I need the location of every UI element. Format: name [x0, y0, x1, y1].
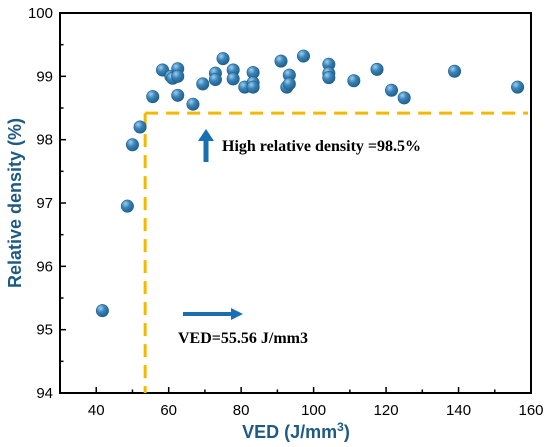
data-point: [226, 72, 240, 86]
data-point: [146, 90, 160, 104]
ved-annotation: VED=55.56 J/mm3: [178, 308, 308, 347]
y-tick-label: 99: [36, 68, 53, 85]
ved-annotation-text: VED=55.56 J/mm3: [178, 330, 308, 347]
x-tick-label: 100: [301, 402, 326, 419]
data-point: [186, 97, 200, 111]
data-point: [370, 62, 384, 76]
data-point: [282, 77, 296, 91]
data-point: [246, 80, 260, 94]
y-tick-label: 100: [28, 5, 53, 22]
data-point: [397, 91, 411, 105]
y-axis-title: Relative density (%): [5, 118, 25, 288]
data-point: [296, 49, 310, 63]
data-point: [171, 88, 185, 102]
x-tick-label: 160: [518, 402, 543, 419]
y-tick-label: 98: [36, 132, 53, 149]
density-annotation: High relative density =98.5%: [198, 129, 421, 162]
axis-tick-labels: 40 60 80 100 120 140 160 94 95 96 97 98 99 100: [28, 5, 544, 419]
y-tick-label: 97: [36, 195, 53, 212]
x-tick-label: 40: [88, 402, 105, 419]
x-tick-label: 120: [374, 402, 399, 419]
x-tick-label: 60: [160, 402, 177, 419]
data-point: [274, 54, 288, 68]
data-point: [120, 199, 134, 213]
data-point: [125, 138, 139, 152]
data-point: [196, 77, 210, 91]
axis-ticks: [59, 12, 532, 394]
right-arrow-icon: [183, 308, 243, 320]
data-point: [171, 69, 185, 83]
x-tick-label: 140: [446, 402, 471, 419]
y-tick-label: 94: [36, 385, 53, 402]
data-point: [448, 64, 462, 78]
data-point: [511, 80, 525, 94]
x-tick-label: 80: [233, 402, 250, 419]
data-point: [208, 73, 222, 87]
data-point: [216, 52, 230, 66]
x-axis-title: VED (J/mm3): [242, 420, 350, 442]
y-tick-label: 95: [36, 322, 53, 339]
up-arrow-icon: [198, 129, 214, 162]
data-point: [133, 120, 147, 134]
data-point: [95, 304, 109, 318]
data-point: [385, 83, 399, 97]
density-annotation-text: High relative density =98.5%: [222, 138, 421, 155]
data-points: [95, 49, 525, 318]
y-tick-label: 96: [36, 258, 53, 275]
data-point: [347, 74, 361, 88]
data-point: [322, 71, 336, 85]
